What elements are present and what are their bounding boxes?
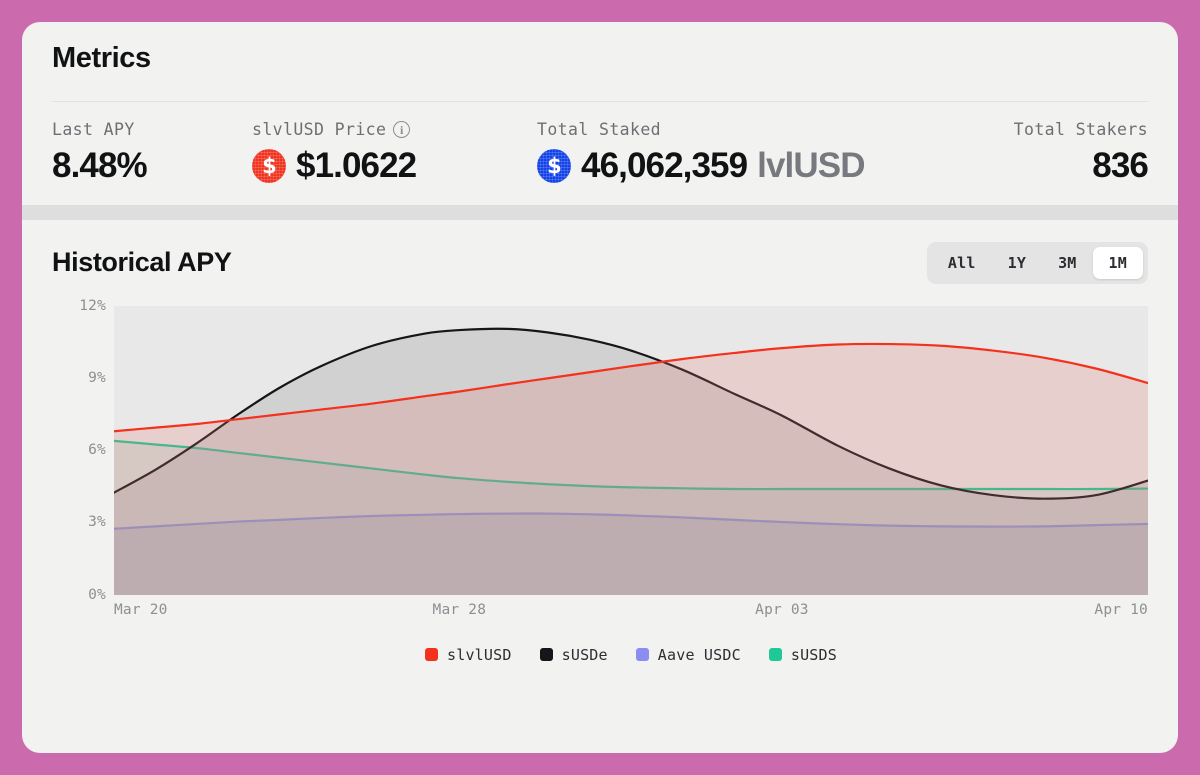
metric-slvlusd-price: slvlUSD Price i $ $1.0622 <box>252 120 537 186</box>
chart-x-axis: Mar 20 Mar 28 Apr 03 Apr 10 <box>114 602 1148 628</box>
metric-value: $ 46,062,359 lvlUSD <box>537 146 1014 186</box>
legend-swatch-icon <box>768 648 782 662</box>
x-tick-label: Mar 28 <box>432 601 487 618</box>
metric-total-staked: Total Staked $ 46,062,359 lvlUSD <box>537 120 1014 186</box>
legend-swatch-icon <box>424 648 438 662</box>
metric-label-text: slvlUSD Price <box>252 120 387 140</box>
chart-y-axis: 0% 3% 6% 9% 12% <box>52 298 114 603</box>
chart-plot-wrapper: 0% 3% 6% 9% 12% Mar 20 Mar 28 Apr 03 Apr 10 slv… <box>52 298 1148 664</box>
metric-value: $ $1.0622 <box>252 146 537 186</box>
legend-label: slvlUSD <box>446 645 512 664</box>
title-divider <box>52 101 1148 103</box>
chart-title: Historical APY <box>52 247 232 278</box>
metrics-row: Last APY 8.48% slvlUSD Price i $ $1.0622… <box>52 102 1149 186</box>
metric-total-stakers: Total Stakers 836 <box>1013 120 1149 186</box>
range-button-1y[interactable]: 1Y <box>992 247 1042 279</box>
metric-label: slvlUSD Price i <box>252 120 537 139</box>
y-tick-label: 9% <box>88 369 106 386</box>
y-tick-label: 0% <box>88 586 106 603</box>
legend-item[interactable]: sUSDe <box>539 645 608 664</box>
legend-item[interactable]: Aave USDC <box>635 645 741 664</box>
range-switch[interactable]: All 1Y 3M 1M <box>926 241 1148 284</box>
section-divider-band <box>22 204 1178 220</box>
metric-label: Total Stakers <box>1013 120 1148 140</box>
chart-plot-area: 0% 3% 6% 9% 12% Mar 20 Mar 28 Apr 03 Apr 10 slv… <box>52 298 1148 664</box>
chart-header: Historical APY All 1Y 3M 1M <box>52 241 1148 284</box>
chart-svg <box>114 306 1148 595</box>
chart-area-slvlusd <box>114 343 1148 595</box>
y-tick-label: 6% <box>88 442 106 459</box>
metric-value: 8.48% <box>52 146 148 186</box>
info-icon[interactable]: i <box>393 121 411 139</box>
range-button-all[interactable]: All <box>932 247 992 279</box>
legend-item[interactable]: sUSDS <box>768 645 837 664</box>
chart-area-susds <box>114 440 1148 595</box>
metric-label: Last APY <box>52 120 135 140</box>
metric-value-text: $1.0622 <box>296 146 417 186</box>
metric-last-apy: Last APY 8.48% <box>52 120 252 186</box>
metric-value-text: 46,062,359 <box>581 146 748 186</box>
chart-line-susde <box>114 328 1148 498</box>
range-button-1m[interactable]: 1M <box>1092 246 1143 279</box>
legend-swatch-icon <box>539 648 553 662</box>
legend-swatch-icon <box>635 648 649 662</box>
legend-label: sUSDe <box>561 645 608 664</box>
chart-area-susde <box>114 328 1148 595</box>
y-tick-label: 12% <box>79 297 106 314</box>
legend-item[interactable]: slvlUSD <box>424 645 512 664</box>
x-tick-label: Mar 20 <box>114 601 168 618</box>
metric-value: 836 <box>1092 146 1149 186</box>
chart-section: Historical APY All 1Y 3M 1M 0% 3% 6% 9% 12% … <box>22 220 1178 753</box>
chart-line-slvlusd <box>114 344 1148 431</box>
chart-line-aave-usdc <box>114 513 1148 528</box>
dollar-coin-icon-red: $ <box>252 149 286 184</box>
range-button-3m[interactable]: 3M <box>1042 247 1092 279</box>
metrics-section: Metrics Last APY 8.48% slvlUSD Price i $… <box>22 22 1178 187</box>
chart-canvas[interactable] <box>114 305 1148 595</box>
chart-legend: slvlUSD sUSDe Aave USDC sUSDS <box>114 646 1148 664</box>
y-tick-label: 3% <box>88 514 106 531</box>
dollar-coin-icon-blue: $ <box>537 149 571 184</box>
metric-label: Total Staked <box>537 120 662 140</box>
metric-value-unit: lvlUSD <box>757 146 865 186</box>
chart-area-aave-usdc <box>114 513 1148 595</box>
legend-label: sUSDS <box>790 645 837 664</box>
page-title: Metrics <box>52 42 151 74</box>
legend-label: Aave USDC <box>657 645 741 664</box>
x-tick-label: Apr 10 <box>1094 601 1148 618</box>
metrics-card: Metrics Last APY 8.48% slvlUSD Price i $… <box>22 22 1178 753</box>
x-tick-label: Apr 03 <box>755 601 809 618</box>
